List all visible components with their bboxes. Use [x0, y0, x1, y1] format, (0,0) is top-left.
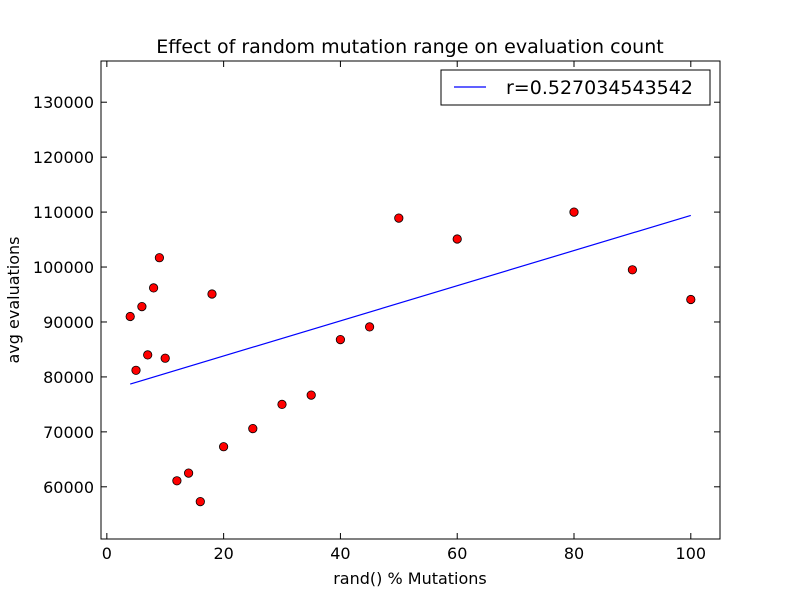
data-point-16	[335, 334, 345, 345]
data-point-20	[569, 207, 579, 217]
data-point-10	[195, 496, 205, 507]
data-point-11	[207, 289, 217, 299]
data-point-12	[219, 442, 229, 452]
x-tick-label: 60	[447, 544, 467, 563]
x-tick-label: 20	[213, 544, 233, 563]
data-point-2	[131, 365, 141, 375]
data-point-7	[160, 353, 170, 363]
x-axis-label: rand() % Mutations	[333, 569, 487, 588]
fit-line	[130, 214, 691, 385]
data-point-13	[248, 423, 258, 434]
data-point-8	[172, 476, 182, 486]
data-point-19	[452, 234, 462, 244]
y-axis-label: avg evaluations	[4, 236, 23, 363]
data-point-22	[686, 294, 696, 305]
data-point-14	[277, 399, 287, 409]
y-tick-label: 70000	[43, 423, 94, 442]
data-point-15	[306, 390, 316, 400]
x-tick-label: 80	[564, 544, 584, 563]
plot-frame	[100, 60, 721, 540]
x-tick-label: 0	[102, 544, 112, 563]
chart-title: Effect of random mutation range on evalu…	[156, 36, 663, 58]
y-tick-label: 80000	[43, 368, 94, 387]
y-tick-label: 110000	[33, 203, 94, 222]
data-point-3	[137, 301, 147, 312]
plot-area	[125, 207, 696, 507]
data-point-18	[394, 213, 404, 223]
y-tick-label: 130000	[33, 93, 94, 112]
legend: r=0.527034543542	[440, 69, 711, 106]
data-point-1	[125, 311, 135, 322]
data-point-17	[364, 322, 375, 332]
axes: 0 20 40 60 80 100 60000 70000 80000 90000 100000 11…	[33, 60, 721, 563]
data-point-4	[143, 350, 153, 360]
x-tick-label: 40	[330, 544, 350, 563]
data-point-9	[184, 468, 194, 478]
x-tick-label: 100	[676, 544, 707, 563]
legend-label: r=0.527034543542	[506, 77, 693, 99]
y-tick-label: 60000	[43, 478, 94, 497]
y-tick-label: 100000	[33, 258, 94, 277]
data-point-21	[627, 265, 638, 275]
y-tick-label: 120000	[33, 148, 94, 167]
data-point-6	[154, 253, 164, 263]
y-tick-label: 90000	[43, 313, 94, 332]
data-point-5	[149, 283, 159, 293]
